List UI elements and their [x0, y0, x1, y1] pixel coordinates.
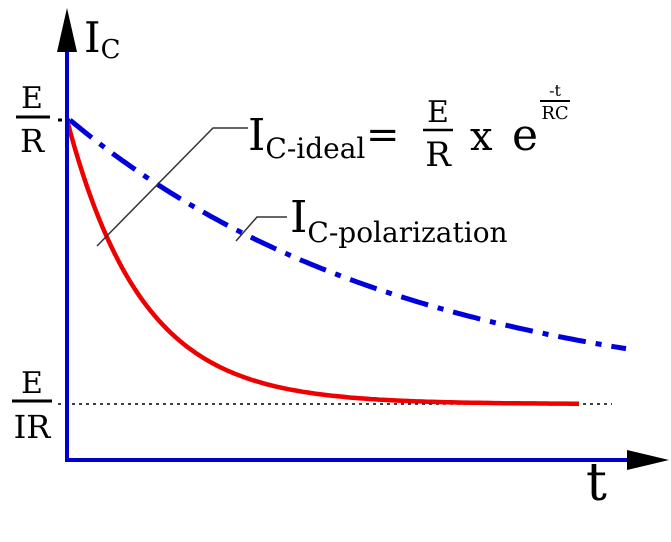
- svg-text:E: E: [427, 95, 449, 130]
- svg-text:IR: IR: [14, 408, 52, 446]
- y-axis-arrow: [57, 8, 77, 52]
- svg-text:E: E: [21, 366, 43, 401]
- svg-text:-t: -t: [549, 81, 561, 100]
- polarization-curve: [68, 118, 627, 352]
- polarization-label: IC-polarization: [290, 192, 508, 249]
- ideal-equation: IC-ideal = E R x e -t RC: [248, 81, 570, 175]
- svg-text:RC: RC: [541, 103, 568, 124]
- svg-text:=: =: [366, 112, 400, 158]
- svg-text:IC-ideal: IC-ideal: [248, 110, 365, 165]
- bottom-level-fraction: E IR: [12, 366, 52, 446]
- ideal-curve: [64, 119, 579, 406]
- top-level-fraction: E R: [16, 81, 50, 160]
- svg-text:R: R: [425, 135, 452, 175]
- x-axis-arrow: [627, 450, 669, 470]
- svg-text:x: x: [470, 114, 493, 160]
- svg-text:e: e: [512, 110, 538, 161]
- svg-text:E: E: [21, 81, 43, 116]
- polarization-leader-line: [235, 216, 287, 242]
- svg-text:R: R: [20, 122, 45, 160]
- x-axis-label: t: [586, 453, 607, 513]
- y-axis-label: IC: [84, 13, 121, 65]
- ideal-leader-line: [96, 127, 248, 247]
